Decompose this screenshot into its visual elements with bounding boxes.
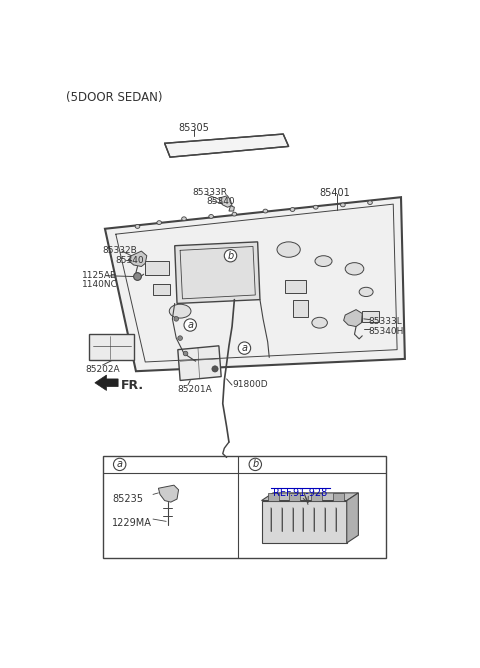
Polygon shape (178, 346, 221, 381)
Bar (311, 493, 322, 500)
Polygon shape (344, 310, 362, 327)
Polygon shape (158, 485, 179, 502)
Ellipse shape (345, 263, 364, 275)
Circle shape (183, 351, 188, 356)
Polygon shape (229, 206, 234, 211)
Text: 85333R: 85333R (192, 188, 228, 197)
Text: 85332B: 85332B (103, 246, 137, 255)
Circle shape (224, 250, 237, 262)
Ellipse shape (277, 242, 300, 257)
Ellipse shape (340, 203, 345, 207)
Circle shape (249, 458, 262, 470)
Ellipse shape (359, 287, 373, 297)
Polygon shape (89, 334, 133, 359)
Circle shape (133, 273, 142, 281)
Bar (362, 311, 379, 322)
Polygon shape (128, 251, 147, 267)
Text: 1140NC: 1140NC (82, 281, 118, 289)
Ellipse shape (135, 224, 140, 228)
Ellipse shape (313, 205, 318, 209)
Bar (103, 456, 385, 558)
Text: FR.: FR. (120, 379, 144, 392)
Polygon shape (220, 196, 232, 207)
Text: 85340: 85340 (206, 197, 235, 206)
Bar (145, 261, 168, 275)
Circle shape (113, 458, 126, 470)
Circle shape (184, 319, 196, 331)
Ellipse shape (312, 317, 327, 328)
Circle shape (238, 342, 251, 354)
Text: b: b (252, 460, 258, 470)
Ellipse shape (209, 214, 214, 218)
Text: 85305: 85305 (179, 122, 209, 132)
Ellipse shape (181, 217, 186, 220)
Text: REF.91-928: REF.91-928 (273, 488, 327, 498)
Text: 91800D: 91800D (232, 381, 268, 389)
Ellipse shape (368, 200, 372, 204)
Text: 85340: 85340 (116, 256, 144, 265)
Polygon shape (165, 134, 288, 157)
Bar (153, 284, 170, 295)
Polygon shape (262, 500, 347, 543)
Polygon shape (347, 493, 359, 543)
Ellipse shape (232, 212, 237, 216)
Polygon shape (105, 197, 405, 371)
Text: a: a (187, 320, 193, 330)
Ellipse shape (169, 304, 191, 318)
Circle shape (174, 317, 179, 321)
Text: 85401: 85401 (320, 188, 350, 198)
Bar (289, 493, 300, 500)
Circle shape (178, 336, 182, 341)
Ellipse shape (290, 208, 295, 212)
Ellipse shape (263, 209, 268, 213)
Polygon shape (175, 242, 260, 303)
Ellipse shape (315, 256, 332, 267)
Circle shape (212, 366, 218, 372)
Text: 85235: 85235 (112, 494, 143, 504)
Text: 1229MA: 1229MA (112, 518, 152, 528)
Bar (285, 281, 306, 293)
Text: 1125AE: 1125AE (82, 271, 116, 280)
Text: 85333L: 85333L (369, 317, 402, 327)
Bar (292, 300, 308, 317)
Text: (5DOOR SEDAN): (5DOOR SEDAN) (66, 91, 163, 104)
Ellipse shape (157, 220, 162, 224)
Text: 85340H: 85340H (369, 327, 404, 335)
Polygon shape (95, 375, 118, 391)
Text: a: a (241, 343, 248, 353)
Text: 85202A: 85202A (85, 365, 120, 374)
Bar (268, 493, 278, 500)
Text: a: a (117, 460, 123, 470)
Polygon shape (262, 493, 359, 500)
Text: b: b (228, 250, 234, 261)
Bar (333, 493, 344, 500)
Text: 85201A: 85201A (178, 385, 213, 394)
